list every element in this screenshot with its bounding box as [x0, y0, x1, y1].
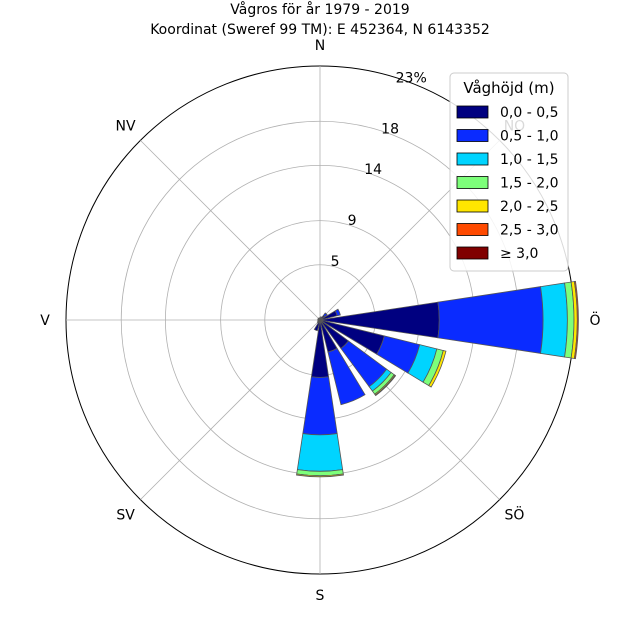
direction-label: N — [315, 38, 325, 54]
radial-tick-label: 18 — [381, 121, 399, 137]
rose-bar-segment — [437, 286, 544, 354]
rose-bar-segment — [322, 312, 328, 318]
grid-spoke — [140, 319, 321, 500]
grid-spoke — [140, 140, 321, 321]
chart-subtitle: Koordinat (Sweref 99 TM): E 452364, N 61… — [150, 22, 490, 38]
rose-bar-segment — [327, 347, 366, 406]
legend-title: Våghöjd (m) — [463, 79, 554, 97]
legend-entry: 2,0 - 2,5 — [500, 199, 558, 215]
direction-label: SÖ — [504, 505, 524, 523]
legend-swatch — [456, 129, 489, 142]
legend-swatch — [456, 105, 489, 119]
rose-bar-segment — [296, 433, 344, 472]
rose-bar-segment — [296, 473, 344, 478]
legend-entry: 0,5 - 1,0 — [500, 129, 558, 145]
legend-box — [449, 72, 569, 272]
legend-swatch — [456, 152, 489, 166]
legend-entry: 1,5 - 2,0 — [500, 176, 558, 192]
rose-bar-segment — [319, 301, 440, 339]
legend-entry: ≥ 3,0 — [500, 246, 538, 262]
rose-bar-segment — [540, 282, 568, 358]
legend-entry: 1,0 - 1,5 — [500, 152, 558, 168]
rose-bar-segment — [318, 317, 321, 321]
radial-tick-label: 5 — [331, 254, 340, 270]
radial-tick-label: 14 — [364, 162, 382, 178]
radial-tick-label: 23% — [396, 70, 427, 86]
radial-tick-label: 9 — [348, 213, 357, 229]
rose-bars — [296, 280, 579, 478]
rose-bar-segment — [313, 319, 321, 332]
rose-bar-segment — [302, 376, 338, 436]
legend-swatch — [456, 176, 489, 189]
legend-swatch — [456, 199, 489, 213]
legend: Våghöjd (m) 0,0 - 0,5 0,5 - 1,0 1,0 - 1,5 1,… — [449, 72, 569, 272]
legend-entry: 2,5 - 3,0 — [500, 223, 558, 239]
rose-bar-segment — [428, 350, 447, 388]
direction-labels: NÖSÖSSVVNVNO — [40, 38, 600, 604]
rose-bar-segment — [573, 280, 579, 360]
direction-label: S — [316, 588, 325, 604]
direction-label: SV — [116, 507, 135, 523]
legend-swatch — [456, 223, 489, 236]
legend-swatch — [456, 246, 489, 260]
chart-title: Vågros för år 1979 - 2019 — [230, 1, 409, 18]
radial-tick-labels: 5 9 14 18 23% — [331, 70, 427, 270]
legend-entry: 0,0 - 0,5 — [500, 105, 558, 121]
direction-label: NV — [116, 119, 136, 135]
rose-bar-segment — [374, 374, 397, 397]
direction-label: V — [40, 313, 50, 329]
direction-label: Ö — [589, 311, 600, 329]
rose-bar-segment — [334, 308, 341, 317]
